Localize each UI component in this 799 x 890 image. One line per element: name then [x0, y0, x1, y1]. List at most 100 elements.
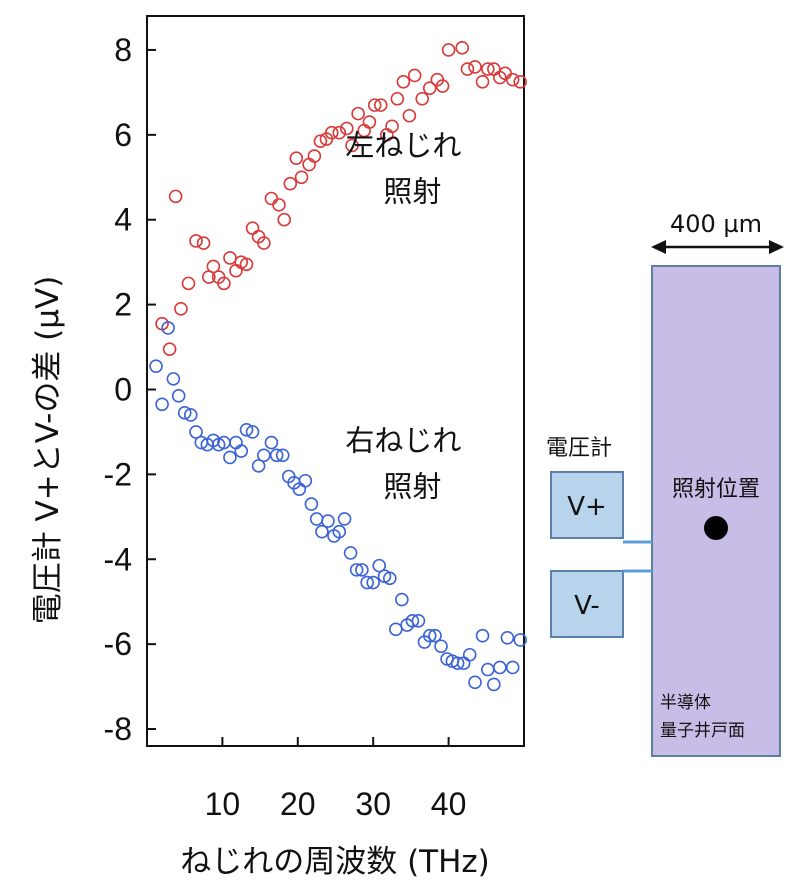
- right-twist-point: [349, 563, 364, 577]
- irradiation-spot: [704, 516, 728, 540]
- right-twist-point: [468, 675, 482, 690]
- right-twist-point: [166, 372, 181, 386]
- v-plus-electrode: [550, 471, 624, 539]
- right-twist-point: [275, 448, 290, 463]
- right-twist-point: [239, 423, 254, 437]
- annotation-right-twist-line2: 照射: [383, 469, 441, 503]
- y-axis-title: 電圧計 V+とV-の差 (μV): [30, 276, 66, 625]
- left-twist-point: [435, 79, 450, 93]
- left-twist-point: [272, 198, 286, 212]
- y-tick-label: -2: [104, 456, 132, 492]
- right-twist-point: [315, 524, 329, 539]
- annotation-left-twist-line2: 照射: [383, 174, 441, 208]
- x-tick-label: 40: [431, 786, 467, 822]
- data-points: [149, 41, 528, 692]
- left-twist-point: [257, 236, 271, 250]
- y-tick-label: 8: [114, 32, 132, 68]
- left-twist-point: [217, 276, 231, 291]
- left-twist-point: [367, 98, 382, 112]
- material-label-line1: 半導体: [660, 693, 711, 713]
- right-twist-point: [450, 656, 465, 671]
- left-twist-point: [307, 149, 322, 163]
- y-tick-label: -4: [104, 541, 132, 577]
- v-minus-label: V-: [574, 591, 600, 621]
- left-twist-point: [396, 74, 411, 89]
- y-tick-label: -6: [104, 626, 132, 662]
- left-twist-point: [289, 151, 304, 165]
- right-twist-point: [389, 622, 403, 637]
- y-tick-label: 2: [114, 287, 132, 323]
- width-label: 400 µm: [670, 210, 762, 238]
- v-plus-label: V+: [567, 492, 607, 522]
- right-twist-point: [355, 563, 369, 577]
- left-twist-point: [385, 119, 399, 134]
- left-twist-point: [407, 68, 422, 83]
- left-twist-point: [468, 60, 482, 74]
- left-twist-point: [345, 138, 359, 153]
- left-twist-point: [277, 212, 292, 227]
- right-twist-point: [462, 647, 477, 662]
- left-twist-point: [402, 108, 417, 123]
- y-tick-label: 0: [114, 371, 132, 407]
- right-twist-point: [149, 359, 163, 373]
- left-twist-point: [332, 125, 347, 140]
- device-diagram: 400 µm 照射位置 半導体 量子井戸面 電圧計 V+ V-: [546, 210, 784, 757]
- material-label-line2: 量子井戸面: [660, 721, 745, 741]
- right-twist-point: [183, 408, 198, 422]
- left-twist-point: [373, 98, 388, 112]
- semiconductor-sample: [651, 265, 781, 757]
- left-twist-point: [441, 43, 456, 57]
- right-twist-point: [234, 444, 249, 458]
- voltmeter-label: 電圧計: [546, 436, 612, 461]
- right-twist-point: [493, 660, 507, 675]
- left-twist-point: [283, 176, 298, 191]
- right-twist-point: [411, 613, 426, 628]
- left-twist-point: [196, 236, 211, 250]
- right-twist-point: [257, 448, 271, 463]
- width-arrow-right-head: [769, 240, 784, 254]
- left-twist-point: [324, 125, 339, 140]
- right-twist-point: [161, 321, 175, 335]
- annotation-right-twist-line1: 右ねじれ: [345, 423, 461, 457]
- x-axis: 10 20 30 40: [205, 737, 467, 822]
- left-twist-point: [351, 106, 365, 121]
- plot-frame: [146, 15, 525, 747]
- left-twist-point: [223, 251, 237, 265]
- annotation-left-twist-line1: 左ねじれ: [345, 128, 461, 162]
- y-axis: 8 6 4 2 0 -2 -4 -6 -8: [104, 32, 156, 747]
- right-twist-point: [487, 677, 501, 692]
- right-twist-point: [475, 628, 490, 643]
- left-twist-point: [513, 74, 528, 89]
- right-twist-point: [171, 389, 186, 403]
- right-twist-point: [321, 514, 335, 528]
- y-tick-label: 4: [114, 202, 132, 238]
- left-twist-point: [475, 74, 490, 89]
- left-twist-point: [239, 257, 254, 272]
- right-twist-point: [264, 435, 279, 450]
- right-twist-point: [332, 524, 347, 539]
- y-tick-label: 6: [114, 117, 132, 153]
- right-twist-point: [428, 628, 442, 643]
- right-twist-point: [395, 592, 409, 607]
- y-tick-label: -8: [104, 711, 132, 747]
- right-twist-point: [223, 450, 237, 465]
- right-twist-point: [337, 512, 352, 526]
- right-twist-point: [229, 435, 243, 450]
- left-twist-point: [206, 259, 221, 274]
- right-twist-point: [177, 406, 192, 420]
- right-twist-point: [500, 630, 515, 645]
- left-twist-point: [415, 91, 430, 106]
- left-twist-point: [460, 62, 475, 76]
- x-tick-label: 20: [280, 786, 316, 822]
- left-twist-point: [264, 191, 279, 206]
- left-twist-point: [181, 276, 196, 291]
- right-twist-point: [434, 639, 448, 654]
- irradiation-spot-label: 照射位置: [672, 477, 760, 502]
- left-twist-point: [505, 72, 520, 87]
- x-tick-label: 10: [205, 786, 241, 822]
- right-twist-point: [382, 571, 397, 586]
- left-twist-point: [162, 342, 177, 356]
- x-axis-title: ねじれの周波数 (THz): [180, 844, 490, 880]
- right-twist-point: [422, 628, 437, 643]
- left-twist-point: [362, 115, 377, 129]
